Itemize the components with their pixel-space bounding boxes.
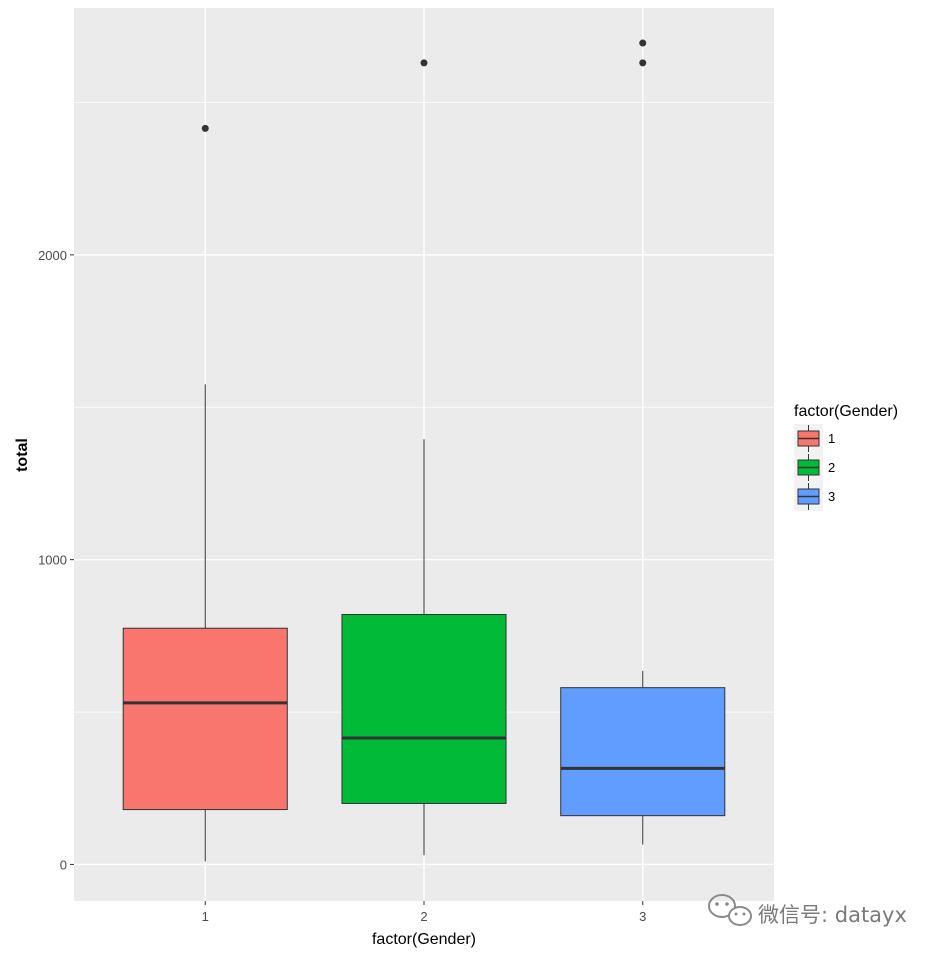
x-axis-title: factor(Gender) — [372, 931, 476, 948]
x-tick-label: 2 — [420, 909, 427, 924]
watermark: 微信号: datayx — [708, 894, 907, 927]
wechat-logo-icon — [708, 894, 752, 926]
watermark-text: 微信号: datayx — [758, 903, 907, 927]
box-2 — [341, 59, 507, 856]
box-body — [341, 614, 507, 804]
legend-title: factor(Gender) — [794, 403, 898, 420]
y-tick-label: 2000 — [38, 248, 67, 263]
outlier-point — [201, 124, 209, 132]
box-body — [122, 627, 288, 811]
y-tick-label: 1000 — [38, 553, 67, 568]
outlier-point — [420, 59, 428, 67]
legend-item-1: 1 — [794, 424, 835, 453]
legend-label: 2 — [828, 460, 835, 475]
y-tick-label: 0 — [60, 857, 67, 872]
legend-items: 1 2 3 — [794, 424, 835, 511]
box-body — [560, 687, 726, 817]
legend-item-3: 3 — [794, 482, 835, 511]
legend: factor(Gender) 1 2 3 — [794, 403, 898, 511]
axes-layer: 0 1000 2000 1 2 3 — [38, 248, 646, 924]
box-1 — [122, 124, 288, 862]
legend-label: 3 — [828, 489, 835, 504]
y-axis-title: total — [14, 438, 31, 472]
outlier-point — [639, 39, 647, 47]
box-3 — [560, 39, 726, 845]
x-tick-label: 1 — [202, 909, 209, 924]
x-tick-label: 3 — [639, 909, 646, 924]
legend-label: 1 — [828, 431, 835, 446]
outlier-point — [639, 59, 647, 67]
legend-item-2: 2 — [794, 453, 835, 482]
boxes-layer — [122, 39, 726, 862]
